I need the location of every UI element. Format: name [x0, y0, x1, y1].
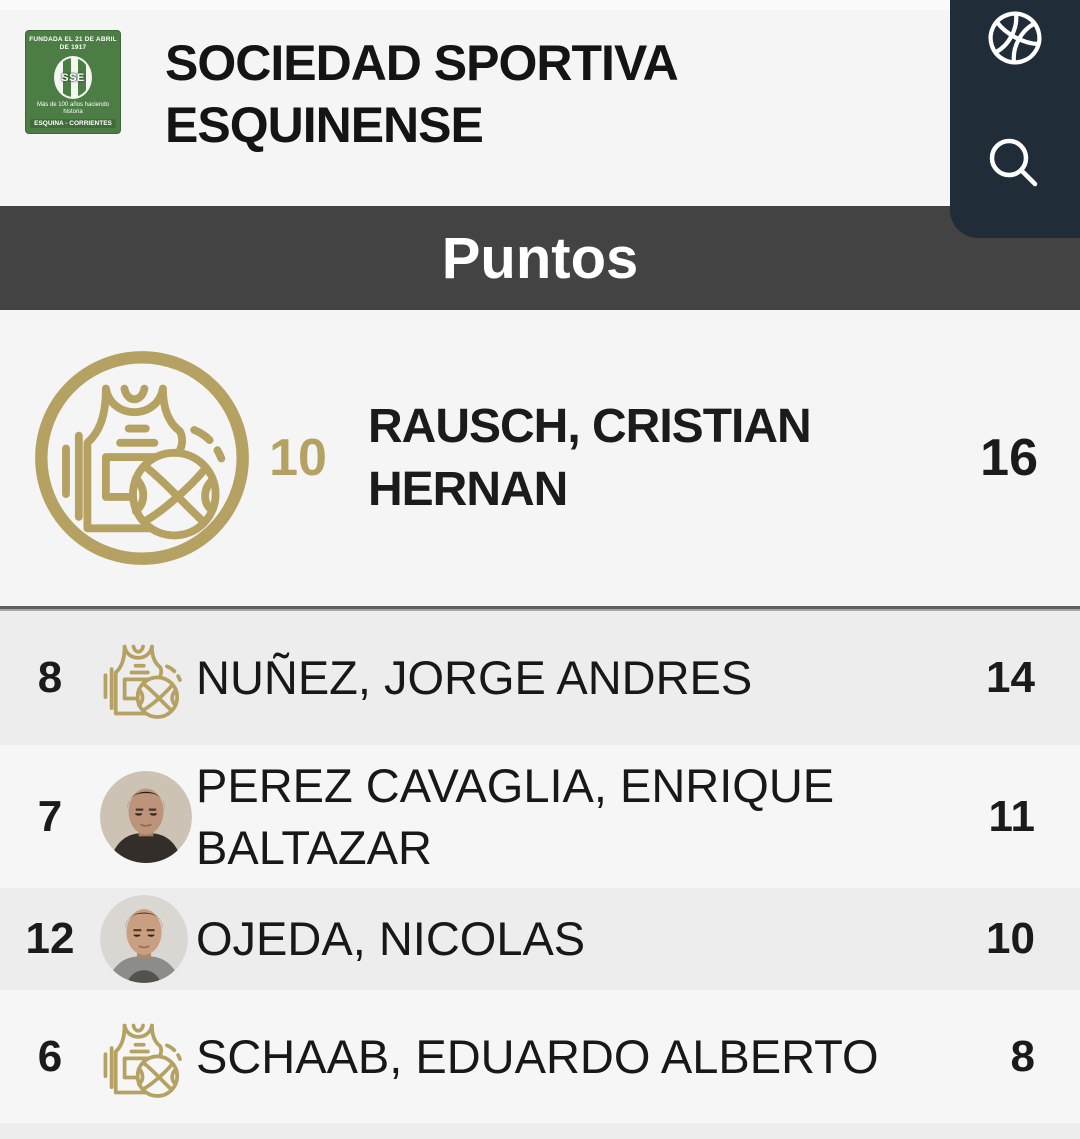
row-jersey-number: 12 [25, 914, 75, 963]
page-title: SOCIEDAD SPORTIVA ESQUINENSE [165, 35, 677, 153]
logo-tagline: Más de 100 años haciendo historia [36, 102, 110, 115]
app-header: FUNDADA EL 21 DE ABRIL DE 1917 SSE Más d… [0, 10, 1080, 206]
jersey-basketball-icon [35, 351, 249, 565]
featured-player-name: RAUSCH, CRISTIAN HERNAN [368, 400, 812, 516]
stat-value: 10 [986, 914, 1035, 963]
logo-founded-text: FUNDADA EL 21 DE ABRIL DE 1917 [29, 36, 117, 51]
player-name: PEREZ CAVAGLIA, ENRIQUE BALTAZAR [196, 758, 835, 874]
section-divider [0, 606, 1080, 611]
featured-jersey-number: 10 [269, 429, 327, 487]
player-row[interactable]: 6 SCHAAB, EDUARDO ALBERTO 8 [0, 990, 1080, 1123]
player-avatar-placeholder [100, 1010, 192, 1104]
stat-value: 8 [1010, 1031, 1035, 1081]
next-row-peek [0, 1123, 1080, 1139]
featured-stat-value: 16 [980, 429, 1038, 487]
jersey-basketball-icon [100, 631, 182, 725]
player-avatar-placeholder [100, 631, 192, 725]
player-row[interactable]: 7 PEREZ CAVAGLIA, ENRIQUE BALTAZAR [0, 745, 1080, 888]
stat-value: 11 [988, 791, 1035, 841]
player-avatar [100, 767, 192, 867]
basketball-nav-button[interactable] [979, 2, 1051, 74]
stat-value: 14 [986, 653, 1035, 702]
player-name: NUÑEZ, JORGE ANDRES [196, 651, 753, 704]
search-button[interactable] [979, 128, 1051, 200]
section-title: Puntos [441, 225, 639, 291]
featured-player-row[interactable]: 10 RAUSCH, CRISTIAN HERNAN 16 [0, 310, 1080, 606]
row-jersey-number: 6 [37, 1031, 63, 1081]
logo-monogram: SSE [61, 71, 85, 84]
player-name: SCHAAB, EDUARDO ALBERTO [196, 1029, 879, 1083]
logo-city-text: ESQUINA - CORRIENTES [30, 119, 116, 128]
section-header: Puntos [0, 206, 1080, 310]
row-jersey-number: 7 [37, 791, 63, 841]
row-jersey-number: 8 [37, 653, 63, 702]
player-name: OJEDA, NICOLAS [196, 912, 586, 965]
toolbar-panel [950, 0, 1080, 238]
player-photo [100, 770, 192, 863]
player-photo [100, 895, 188, 983]
player-row[interactable]: 8 NUÑEZ, JORGE ANDRES 14 [0, 611, 1080, 745]
club-logo[interactable]: FUNDADA EL 21 DE ABRIL DE 1917 SSE Más d… [25, 30, 121, 134]
basketball-icon [988, 11, 1042, 65]
jersey-basketball-icon [100, 1010, 182, 1104]
search-icon [989, 138, 1038, 187]
logo-crest: SSE [54, 56, 92, 99]
player-list: 8 NUÑEZ, JORGE ANDRES 14 7 [0, 611, 1080, 1123]
player-avatar [100, 895, 192, 983]
player-row[interactable]: 12 OJEDA, NICOLAS 10 [0, 888, 1080, 990]
top-strip [0, 0, 1080, 10]
